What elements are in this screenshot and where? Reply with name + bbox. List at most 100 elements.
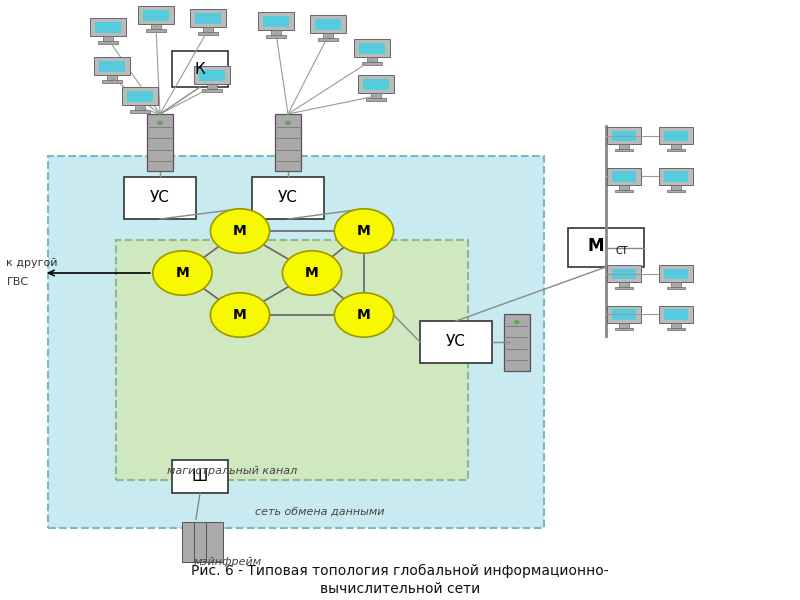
FancyBboxPatch shape xyxy=(122,87,158,105)
Circle shape xyxy=(334,209,394,253)
FancyBboxPatch shape xyxy=(659,306,693,323)
FancyBboxPatch shape xyxy=(252,177,324,219)
FancyBboxPatch shape xyxy=(664,172,688,182)
Text: УС: УС xyxy=(278,191,298,205)
FancyBboxPatch shape xyxy=(323,33,333,38)
FancyBboxPatch shape xyxy=(614,287,634,289)
FancyBboxPatch shape xyxy=(362,62,382,65)
Text: М: М xyxy=(233,308,247,322)
Circle shape xyxy=(334,293,394,337)
FancyBboxPatch shape xyxy=(94,57,130,75)
Text: М: М xyxy=(175,266,190,280)
FancyBboxPatch shape xyxy=(143,10,169,21)
FancyBboxPatch shape xyxy=(671,323,681,328)
FancyBboxPatch shape xyxy=(504,313,530,370)
Circle shape xyxy=(210,209,270,253)
FancyBboxPatch shape xyxy=(99,61,125,72)
FancyBboxPatch shape xyxy=(263,16,289,27)
FancyBboxPatch shape xyxy=(318,38,338,41)
Circle shape xyxy=(157,121,163,125)
FancyBboxPatch shape xyxy=(359,43,385,54)
FancyBboxPatch shape xyxy=(619,282,629,287)
FancyBboxPatch shape xyxy=(147,114,173,172)
FancyBboxPatch shape xyxy=(671,144,681,149)
FancyBboxPatch shape xyxy=(659,265,693,282)
FancyBboxPatch shape xyxy=(358,75,394,93)
Circle shape xyxy=(285,121,291,125)
Circle shape xyxy=(514,320,520,324)
FancyBboxPatch shape xyxy=(202,89,222,92)
FancyBboxPatch shape xyxy=(619,185,629,190)
FancyBboxPatch shape xyxy=(371,93,381,98)
FancyBboxPatch shape xyxy=(206,521,223,562)
FancyBboxPatch shape xyxy=(666,287,686,289)
FancyBboxPatch shape xyxy=(659,168,693,185)
FancyBboxPatch shape xyxy=(614,328,634,330)
Text: СТ: СТ xyxy=(616,246,628,256)
FancyBboxPatch shape xyxy=(116,240,468,480)
FancyBboxPatch shape xyxy=(135,105,145,110)
Text: УС: УС xyxy=(446,334,466,349)
Text: К: К xyxy=(194,61,206,76)
FancyBboxPatch shape xyxy=(95,22,121,33)
FancyBboxPatch shape xyxy=(102,80,122,83)
FancyBboxPatch shape xyxy=(271,30,281,35)
FancyBboxPatch shape xyxy=(607,306,641,323)
FancyBboxPatch shape xyxy=(107,75,117,80)
FancyBboxPatch shape xyxy=(367,57,377,62)
FancyBboxPatch shape xyxy=(138,6,174,24)
FancyBboxPatch shape xyxy=(130,110,150,113)
Text: к другой: к другой xyxy=(6,258,58,268)
FancyBboxPatch shape xyxy=(275,114,301,172)
FancyBboxPatch shape xyxy=(607,265,641,282)
FancyBboxPatch shape xyxy=(190,9,226,27)
FancyBboxPatch shape xyxy=(103,36,113,41)
FancyBboxPatch shape xyxy=(612,310,636,320)
FancyBboxPatch shape xyxy=(612,131,636,141)
Text: М: М xyxy=(233,224,247,238)
FancyBboxPatch shape xyxy=(354,39,390,57)
Text: ГВС: ГВС xyxy=(6,277,29,287)
FancyBboxPatch shape xyxy=(172,460,228,493)
FancyBboxPatch shape xyxy=(194,66,230,84)
FancyBboxPatch shape xyxy=(664,131,688,141)
Text: М: М xyxy=(305,266,319,280)
Circle shape xyxy=(282,251,342,295)
FancyBboxPatch shape xyxy=(146,29,166,32)
FancyBboxPatch shape xyxy=(619,144,629,149)
FancyBboxPatch shape xyxy=(182,521,199,562)
FancyBboxPatch shape xyxy=(194,521,211,562)
FancyBboxPatch shape xyxy=(207,84,217,89)
Text: М: М xyxy=(357,308,371,322)
Text: сеть обмена данными: сеть обмена данными xyxy=(255,506,385,516)
FancyBboxPatch shape xyxy=(671,185,681,190)
FancyBboxPatch shape xyxy=(203,27,213,32)
FancyBboxPatch shape xyxy=(666,190,686,192)
Circle shape xyxy=(210,293,270,337)
Text: мэйнфрейм: мэйнфрейм xyxy=(194,557,262,567)
FancyBboxPatch shape xyxy=(198,32,218,35)
FancyBboxPatch shape xyxy=(90,18,126,36)
FancyBboxPatch shape xyxy=(98,41,118,44)
Text: Ш: Ш xyxy=(192,469,208,484)
Text: М: М xyxy=(587,236,604,254)
Text: УС: УС xyxy=(150,191,170,205)
FancyBboxPatch shape xyxy=(310,15,346,33)
FancyBboxPatch shape xyxy=(659,127,693,144)
FancyBboxPatch shape xyxy=(195,13,221,24)
FancyBboxPatch shape xyxy=(127,91,153,102)
Circle shape xyxy=(153,251,212,295)
FancyBboxPatch shape xyxy=(124,177,196,219)
Text: М: М xyxy=(357,224,371,238)
FancyBboxPatch shape xyxy=(612,172,636,182)
FancyBboxPatch shape xyxy=(619,323,629,328)
FancyBboxPatch shape xyxy=(664,310,688,320)
FancyBboxPatch shape xyxy=(266,35,286,38)
FancyBboxPatch shape xyxy=(568,228,644,267)
FancyBboxPatch shape xyxy=(48,156,544,528)
FancyBboxPatch shape xyxy=(172,51,228,87)
FancyBboxPatch shape xyxy=(607,127,641,144)
FancyBboxPatch shape xyxy=(420,321,492,363)
Text: вычислительной сети: вычислительной сети xyxy=(320,582,480,596)
FancyBboxPatch shape xyxy=(614,149,634,151)
